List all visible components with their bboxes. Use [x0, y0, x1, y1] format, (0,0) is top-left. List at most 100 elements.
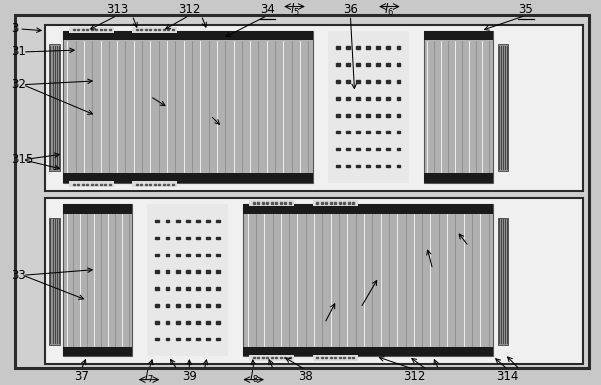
Bar	[352, 357, 354, 358]
Bar	[63, 173, 313, 183]
Bar	[346, 80, 350, 83]
Bar	[132, 27, 177, 33]
Bar	[386, 47, 390, 49]
Bar	[243, 204, 493, 214]
Bar	[316, 357, 318, 358]
Bar	[196, 253, 200, 256]
Bar	[156, 304, 159, 307]
Bar	[253, 357, 255, 358]
Bar	[206, 237, 210, 239]
Bar	[338, 357, 341, 358]
Bar	[196, 237, 200, 239]
Bar	[109, 184, 111, 185]
Bar	[149, 29, 151, 30]
Bar	[356, 165, 360, 167]
Bar	[175, 220, 180, 222]
Bar	[163, 29, 165, 30]
Bar	[186, 253, 190, 256]
Text: 34: 34	[260, 3, 275, 16]
Text: 314: 314	[496, 370, 519, 383]
Bar	[376, 131, 380, 134]
Bar	[397, 80, 400, 83]
Bar	[352, 202, 354, 204]
Bar	[386, 131, 390, 134]
Bar	[132, 181, 177, 187]
Bar	[216, 287, 220, 290]
Bar	[163, 184, 165, 185]
Bar	[45, 198, 583, 364]
Bar	[249, 200, 294, 206]
Bar	[366, 165, 370, 167]
Bar	[356, 148, 360, 150]
Bar	[356, 80, 360, 83]
Bar	[366, 64, 370, 66]
Bar	[397, 64, 400, 66]
Bar	[91, 184, 93, 185]
Bar	[397, 148, 400, 150]
Bar	[356, 64, 360, 66]
Text: 31: 31	[11, 45, 26, 59]
Bar	[243, 204, 493, 356]
Bar	[166, 237, 169, 239]
Bar	[376, 80, 380, 83]
Bar	[329, 202, 332, 204]
Bar	[366, 131, 370, 134]
Bar	[266, 357, 269, 358]
Bar	[498, 218, 508, 345]
Bar	[346, 97, 350, 100]
Bar	[366, 114, 370, 117]
Bar	[63, 31, 313, 183]
Bar	[166, 220, 169, 222]
Text: 38: 38	[298, 370, 313, 383]
Bar	[356, 97, 360, 100]
Bar	[172, 184, 174, 185]
Bar	[86, 29, 88, 30]
Bar	[206, 270, 210, 273]
Bar	[206, 253, 210, 256]
Bar	[397, 97, 400, 100]
Bar	[289, 202, 291, 204]
Bar	[329, 357, 332, 358]
Bar	[257, 357, 260, 358]
Bar	[196, 270, 200, 273]
Bar	[262, 202, 264, 204]
Bar	[275, 357, 278, 358]
Bar	[149, 184, 151, 185]
Bar	[346, 165, 350, 167]
Bar	[145, 184, 147, 185]
Bar	[366, 47, 370, 49]
Bar	[100, 184, 102, 185]
Bar	[206, 220, 210, 222]
Bar	[257, 202, 260, 204]
Bar	[147, 204, 228, 356]
Bar	[158, 184, 160, 185]
Bar	[69, 27, 114, 33]
Bar	[386, 64, 390, 66]
Bar	[262, 357, 264, 358]
Bar	[100, 29, 102, 30]
Bar	[266, 202, 269, 204]
Bar	[158, 29, 160, 30]
Bar	[104, 184, 106, 185]
Bar	[325, 357, 327, 358]
Bar	[145, 29, 147, 30]
Bar	[175, 270, 180, 273]
Text: $l_7$: $l_7$	[144, 368, 154, 385]
Bar	[424, 173, 493, 183]
Bar	[366, 148, 370, 150]
Bar	[140, 184, 142, 185]
Bar	[172, 29, 174, 30]
Bar	[328, 31, 409, 183]
Bar	[175, 237, 180, 239]
Bar	[95, 184, 97, 185]
Bar	[320, 202, 323, 204]
Bar	[49, 44, 60, 171]
Bar	[63, 346, 132, 356]
Bar	[186, 287, 190, 290]
Bar	[206, 338, 210, 340]
Bar	[186, 321, 190, 323]
Bar	[82, 184, 84, 185]
Bar	[140, 29, 142, 30]
Bar	[376, 148, 380, 150]
Bar	[109, 29, 111, 30]
